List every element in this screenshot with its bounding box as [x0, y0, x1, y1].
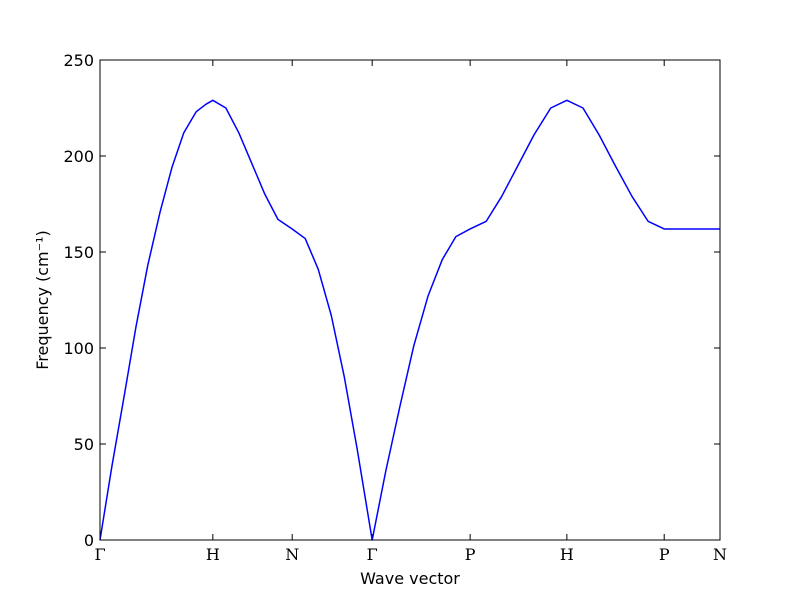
series-line [99, 99, 720, 541]
x-tick-label: Γ [367, 545, 378, 564]
x-tick-label: N [285, 545, 299, 564]
y-tick-label: 50 [74, 435, 94, 454]
y-tick-label: 0 [84, 531, 94, 550]
y-tick-label: 100 [63, 339, 94, 358]
y-tick-label: 250 [63, 51, 94, 70]
x-tick-label: H [206, 545, 220, 564]
y-tick-label: 200 [63, 147, 94, 166]
y-tick-label: 150 [63, 243, 94, 262]
plot-frame [99, 59, 721, 541]
x-axis-label: Wave vector [360, 569, 460, 588]
x-tick-label: N [713, 545, 727, 564]
x-tick-label: H [560, 545, 574, 564]
y-axis-label: Frequency (cm⁻¹) [33, 230, 52, 369]
x-tick-label: Γ [94, 545, 105, 564]
x-tick-label: P [465, 545, 476, 564]
x-tick-label: P [659, 545, 670, 564]
